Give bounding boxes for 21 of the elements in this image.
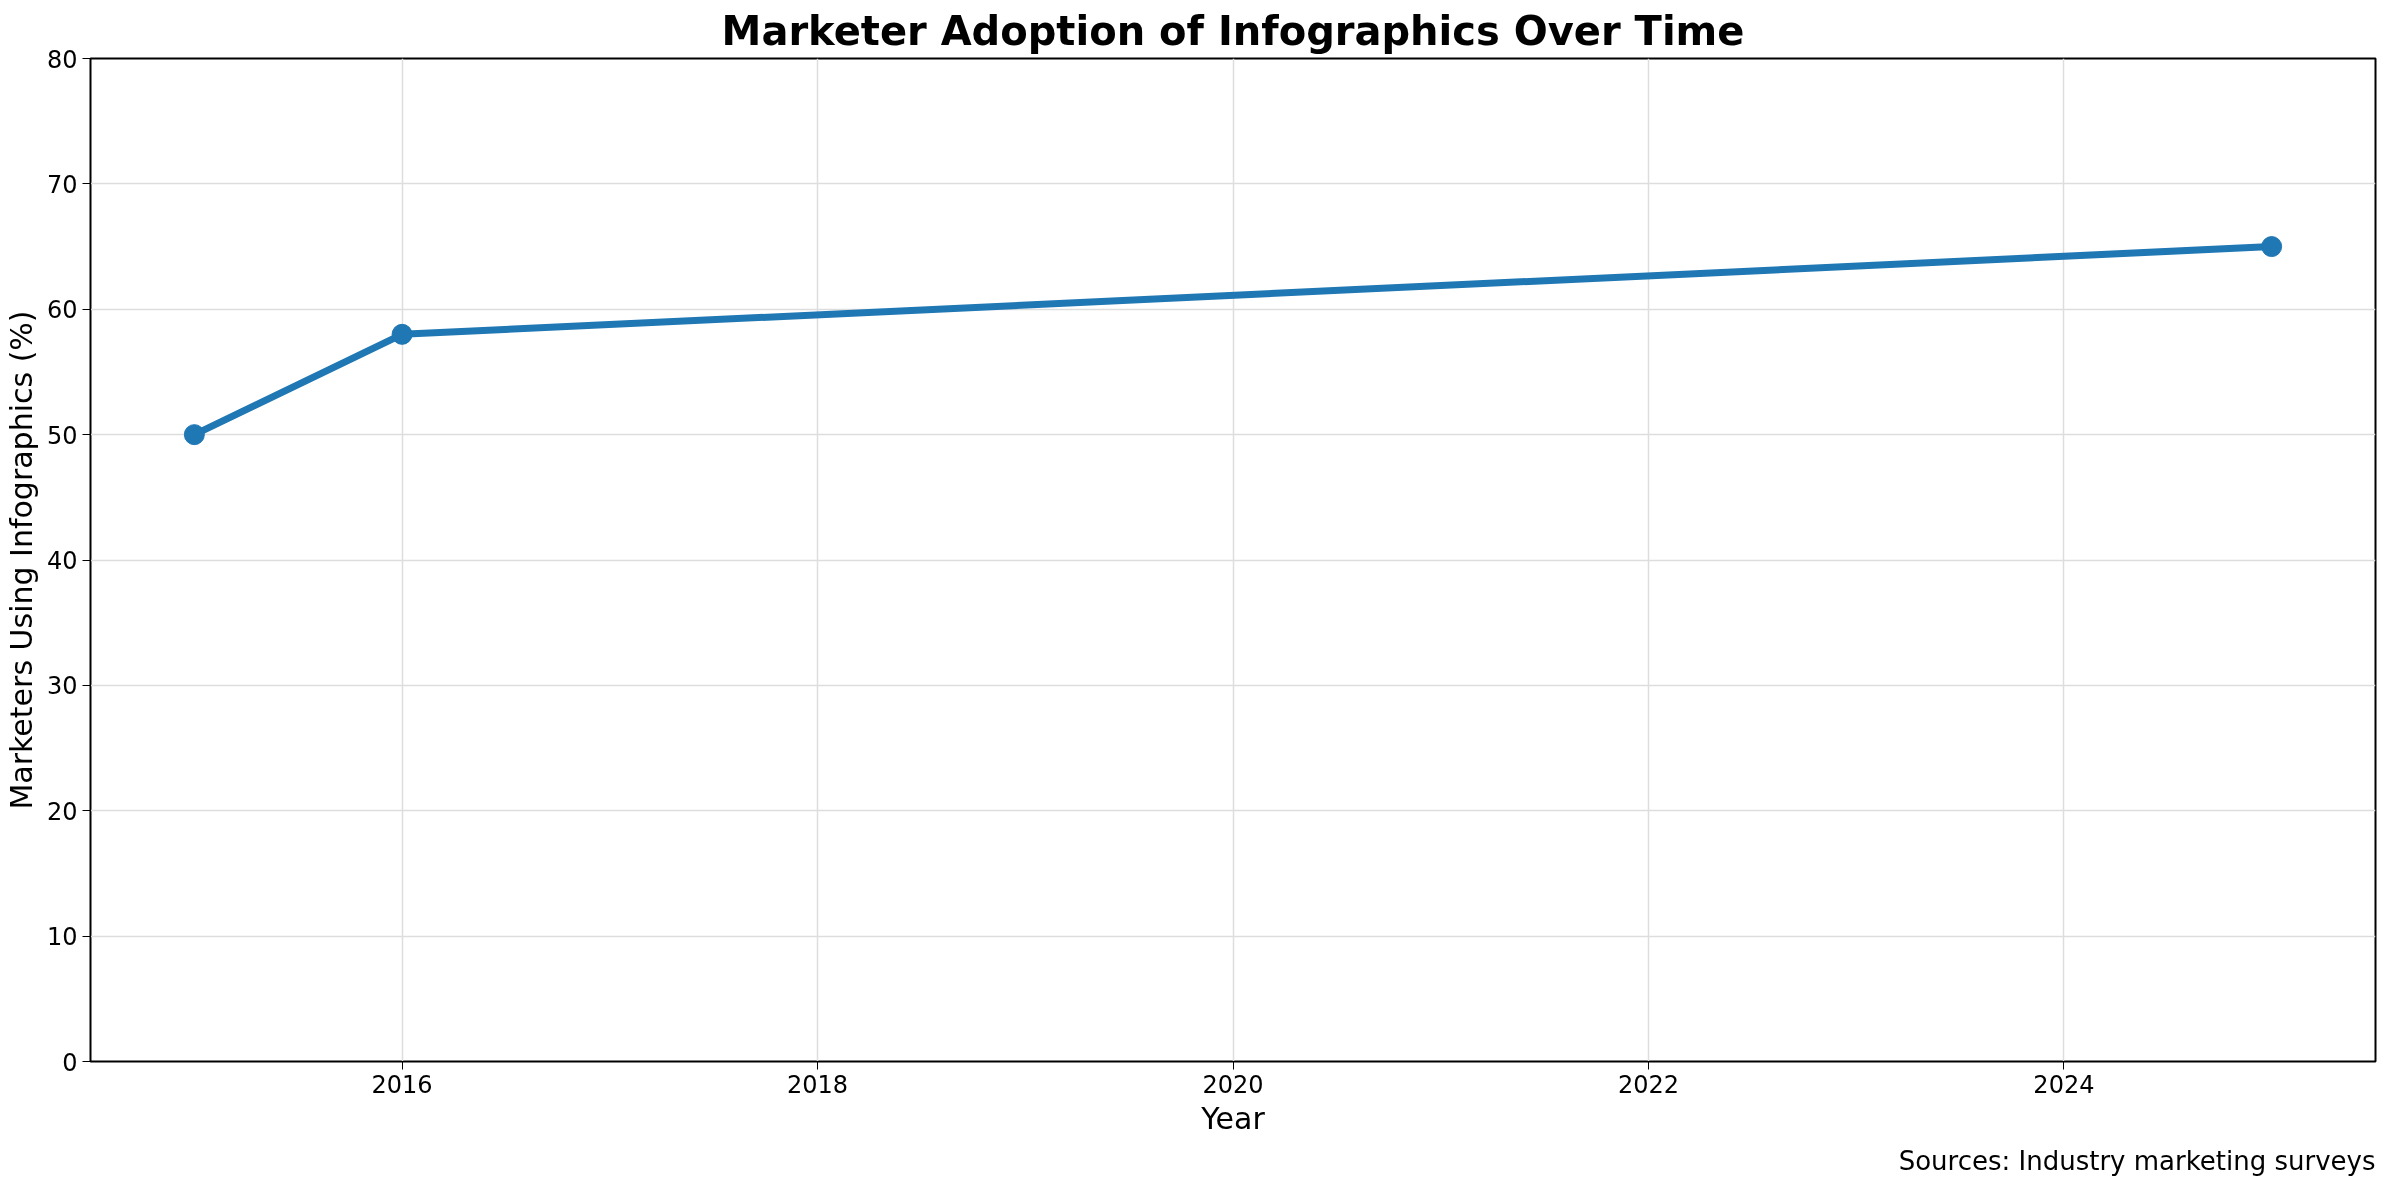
- x-tick-label: 2018: [787, 1070, 849, 1099]
- y-axis-title: Marketers Using Infographics (%): [3, 310, 39, 810]
- y-tick-label: 40: [46, 547, 78, 575]
- point: [2261, 236, 2283, 258]
- x-tick-label: 2016: [371, 1070, 433, 1099]
- y-tick-label: 30: [46, 672, 78, 701]
- source-note: Sources: Industry marketing surveys: [1898, 1145, 2376, 1176]
- y-tick-label: 10: [46, 923, 78, 952]
- x-tick-label: 2024: [2033, 1070, 2095, 1099]
- y-tick-label: 60: [46, 296, 78, 325]
- y-tick-label: 50: [46, 421, 78, 450]
- y-tick-label: 70: [46, 170, 78, 199]
- x-tick-label: 2020: [1202, 1070, 1264, 1099]
- y-tick-label: 0: [62, 1048, 78, 1077]
- point: [183, 424, 205, 446]
- x-tick-label: 2022: [1617, 1070, 1679, 1099]
- x-axis-title: Year: [1200, 1100, 1266, 1136]
- y-tick-label: 80: [46, 45, 78, 74]
- point: [391, 323, 413, 345]
- y-tick-label: 20: [46, 797, 78, 826]
- chart-title: Marketer Adoption of Infographics Over Time: [721, 7, 1745, 54]
